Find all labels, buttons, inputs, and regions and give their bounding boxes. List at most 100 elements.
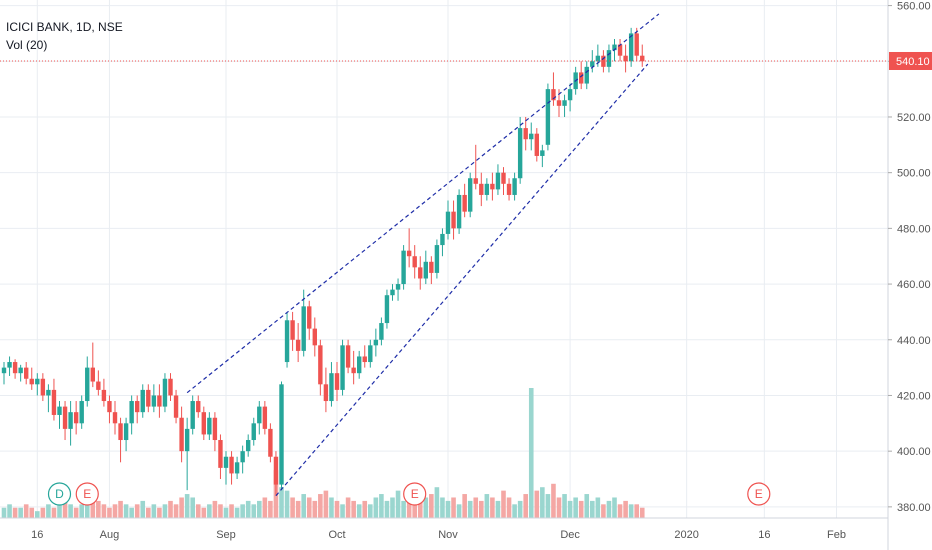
price-tick-label: 500.00 (897, 168, 931, 180)
price-axis[interactable]: 380.00 400.00 420.00 440.00 460.00 480.00 500.… (887, 0, 932, 550)
candle-body (218, 440, 223, 468)
trend-channel[interactable] (186, 13, 660, 497)
candle-body (506, 183, 512, 195)
candle-body (157, 395, 162, 407)
candle-body (534, 133, 539, 156)
volume-bar (290, 497, 295, 518)
volume-bar (495, 500, 501, 518)
earnings-event-label: E (411, 487, 419, 501)
volume-bar (451, 497, 456, 518)
candle-body (623, 55, 628, 62)
volume-bar (295, 500, 301, 518)
volume-bar (412, 504, 417, 518)
candle-body (307, 306, 312, 329)
candle-body (329, 373, 334, 402)
candle-body (318, 345, 323, 385)
volume-bar (195, 504, 201, 518)
candle-body (35, 378, 40, 385)
candle-body (362, 356, 367, 363)
candle-body (251, 423, 256, 441)
candle-body (140, 389, 145, 413)
volume-bar (401, 500, 406, 518)
candle-body (351, 367, 356, 374)
volume-bar (284, 490, 290, 518)
volume-bar (312, 500, 318, 518)
volume-bar (340, 504, 345, 518)
candle-body (345, 345, 351, 368)
volume-bar (151, 504, 157, 518)
volume-bar (23, 504, 29, 518)
candle-body (268, 428, 273, 457)
candle-body (401, 250, 406, 285)
time-tick-label: 16 (31, 529, 43, 541)
volume-bar (329, 497, 334, 518)
candle-body (423, 261, 428, 279)
candle-body (51, 389, 57, 415)
volume-bar (134, 504, 140, 518)
volume-bar (462, 494, 467, 518)
volume-bar (62, 497, 68, 518)
time-tick-label: Feb (827, 529, 846, 541)
candle-body (90, 367, 95, 382)
candle-body (284, 320, 290, 363)
candle-body (545, 89, 551, 145)
volume-bar (279, 487, 284, 518)
volume-bar (606, 500, 612, 518)
candle-body (368, 345, 373, 363)
time-tick-label: 2020 (674, 529, 698, 541)
volume-bar (40, 507, 46, 518)
candle-body (79, 401, 84, 424)
volume-bar (90, 494, 96, 518)
candle-body (634, 33, 639, 56)
channel-upper-line (186, 13, 660, 394)
price-tick-label: 400.00 (897, 446, 931, 458)
volume-bar (173, 504, 179, 518)
chart-title: ICICI BANK, 1D, NSE (6, 20, 123, 34)
volume-bar (79, 504, 84, 518)
volume-bar (395, 490, 401, 518)
volume-bar (617, 504, 623, 518)
time-axis[interactable]: 16 Aug Sep Oct Nov Dec 2020 16 Feb (0, 517, 888, 541)
volume-bar (534, 490, 540, 518)
volume-bar (501, 490, 506, 518)
candle-body (462, 194, 467, 212)
volume-bar (590, 500, 595, 518)
candle-body (240, 451, 245, 463)
candle-body (262, 406, 268, 429)
volume-bar (517, 500, 523, 518)
time-tick-label: Sep (216, 529, 236, 541)
volume-bar (29, 507, 35, 518)
time-tick-label: 16 (758, 529, 770, 541)
volume-bar (551, 483, 556, 518)
candle-body (590, 61, 595, 67)
candle-body (357, 356, 362, 374)
volume-bar (223, 507, 229, 518)
volume-bar (46, 504, 51, 518)
candle-body (584, 66, 589, 84)
price-tick-label: 440.00 (897, 335, 931, 347)
volume-bar (601, 504, 606, 518)
candle-body (73, 412, 79, 424)
volume-bar (356, 504, 362, 518)
volume-bar (323, 490, 329, 518)
candle-body (501, 172, 506, 184)
volume-indicator-label: Vol (20) (6, 38, 47, 52)
volume-bar (368, 504, 373, 518)
candle-body (101, 389, 107, 402)
volume-bar (18, 507, 23, 518)
candle-body (129, 401, 134, 424)
volume-bar (429, 494, 434, 518)
candle-body (540, 150, 545, 156)
candle-body (406, 250, 412, 257)
candle-body (445, 211, 451, 234)
volume-bar (68, 504, 73, 518)
candle-body (595, 55, 601, 62)
time-tick-label: Oct (328, 529, 345, 541)
volume-bar (168, 500, 173, 518)
candle-body (579, 72, 584, 84)
price-tick-label: 480.00 (897, 223, 931, 235)
volume-bar (362, 500, 368, 518)
price-tick-label: 420.00 (897, 390, 931, 402)
